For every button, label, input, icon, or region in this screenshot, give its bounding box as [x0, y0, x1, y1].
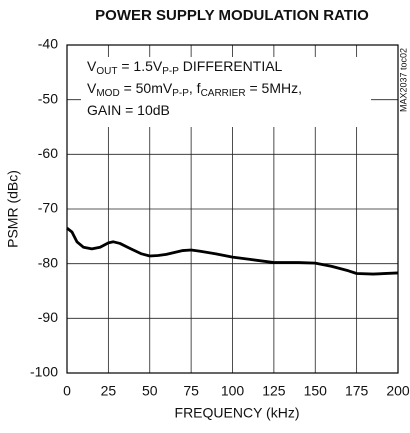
annotation-text: = 5MHz,: [246, 80, 302, 96]
annotation-text: MOD: [96, 88, 119, 99]
data-line: [66, 227, 399, 276]
annotation: GAIN = 10dB: [87, 102, 170, 118]
y-tick-label: -60: [38, 145, 58, 161]
x-tick-label: 25: [101, 383, 117, 399]
annotation-text: , f: [189, 80, 201, 96]
y-tick-label: -90: [38, 309, 58, 325]
chart-title: POWER SUPPLY MODULATION RATIO: [95, 7, 369, 24]
annotation-text: P-P: [172, 88, 189, 99]
x-tick-label: 50: [142, 383, 158, 399]
y-tick-label: -80: [38, 254, 58, 270]
annotation-text: GAIN = 10dB: [87, 102, 170, 118]
annotation: VOUT = 1.5VP-P DIFFERENTIAL: [87, 58, 283, 77]
annotation-text: = 50mV: [120, 80, 173, 96]
x-tick-label: 200: [386, 383, 410, 399]
annotation-bg: [81, 57, 371, 127]
x-tick-label: 100: [221, 383, 245, 399]
y-tick-label: -70: [38, 200, 58, 216]
x-tick-label: 150: [304, 383, 328, 399]
y-tick-label: -100: [30, 364, 58, 380]
plot-frame: [66, 44, 399, 374]
y-tick-label: -40: [38, 36, 58, 52]
annotation-text: DIFFERENTIAL: [179, 58, 283, 74]
y-tick-label: -50: [38, 90, 58, 106]
y-axis-label: PSMR (dBc): [5, 170, 21, 248]
annotation-text: OUT: [96, 66, 117, 77]
annotation-text: V: [87, 80, 97, 96]
x-tick-label: 75: [183, 383, 199, 399]
annotation-text: P-P: [162, 66, 179, 77]
annotation-text: CARRIER: [201, 88, 246, 99]
annotation: VMOD = 50mVP-P, fCARRIER = 5MHz,: [87, 80, 302, 99]
annotation-text: = 1.5V: [117, 58, 162, 74]
annotation-text: V: [87, 58, 97, 74]
x-axis-label: FREQUENCY (kHz): [175, 405, 300, 421]
x-tick-label: 175: [345, 383, 369, 399]
x-tick-label: 0: [63, 383, 71, 399]
side-note: MAX2037 toc02: [398, 48, 408, 112]
x-tick-label: 125: [262, 383, 286, 399]
